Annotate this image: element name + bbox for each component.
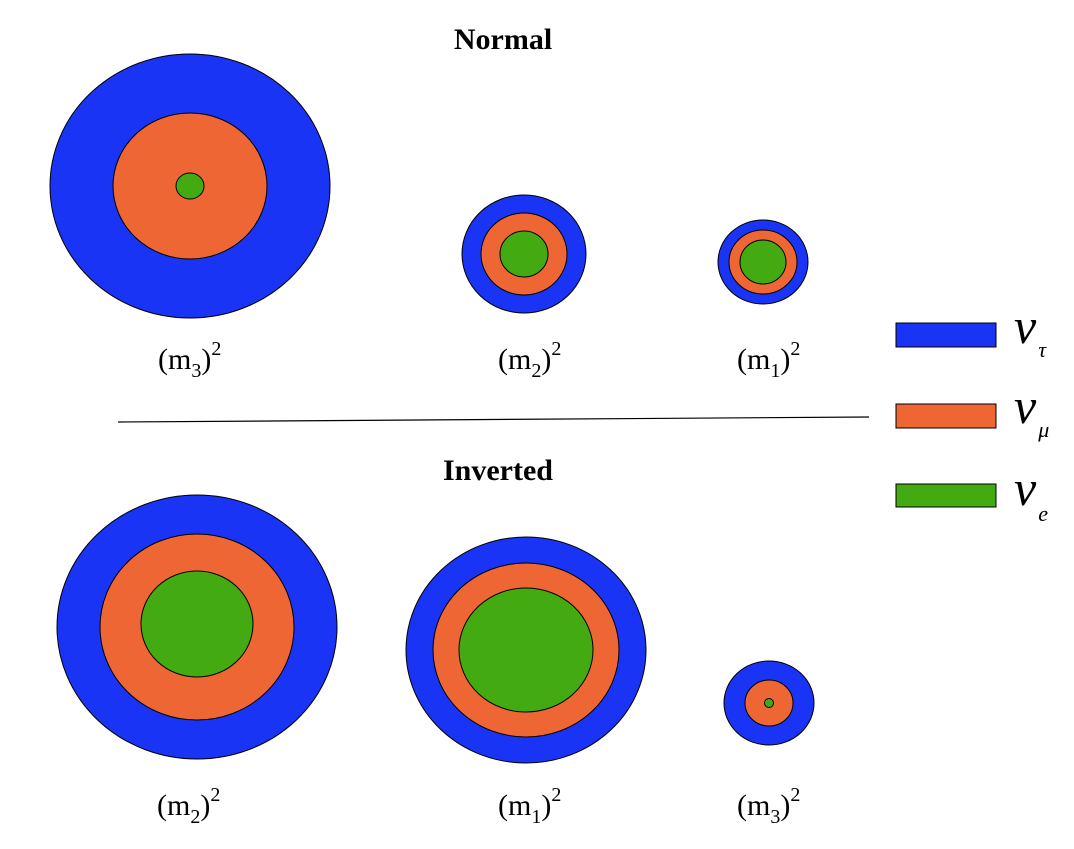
e-ring (458, 587, 594, 713)
e-ring (739, 239, 787, 285)
legend-mu-label: νμ (1014, 378, 1049, 442)
normal-label-m1: (m1)2 (737, 338, 800, 382)
inverted-title: Inverted (443, 454, 553, 487)
mu-swatch-icon (895, 403, 997, 429)
normal-title: Normal (454, 23, 552, 56)
e-swatch-icon (895, 483, 997, 508)
inverted-mass-state-m3 (723, 660, 815, 746)
e-ring (175, 172, 205, 200)
e-ring (764, 698, 774, 708)
e-ring (140, 570, 254, 678)
inverted-mass-state-m1 (405, 536, 647, 764)
normal-mass-state-m2 (461, 194, 587, 314)
legend-item-e: νe (895, 460, 1048, 526)
legend: ντ νμ νe (895, 298, 1049, 526)
normal-label-m2: (m2)2 (498, 338, 561, 382)
normal-mass-state-m1 (717, 219, 809, 305)
hierarchy-divider (117, 416, 870, 423)
legend-e-label: νe (1014, 460, 1048, 526)
legend-item-mu: νμ (895, 378, 1049, 442)
normal-mass-state-m3 (49, 53, 331, 319)
normal-label-m3: (m3)2 (158, 338, 221, 382)
legend-tau-label: ντ (1014, 298, 1047, 362)
legend-item-tau: ντ (895, 298, 1047, 362)
inverted-mass-state-m2 (56, 494, 338, 760)
inverted-label-m3: (m3)2 (737, 784, 800, 828)
e-ring (499, 230, 549, 278)
inverted-label-m2: (m2)2 (157, 784, 220, 828)
tau-swatch-icon (895, 322, 997, 348)
inverted-label-m1: (m1)2 (498, 784, 561, 828)
